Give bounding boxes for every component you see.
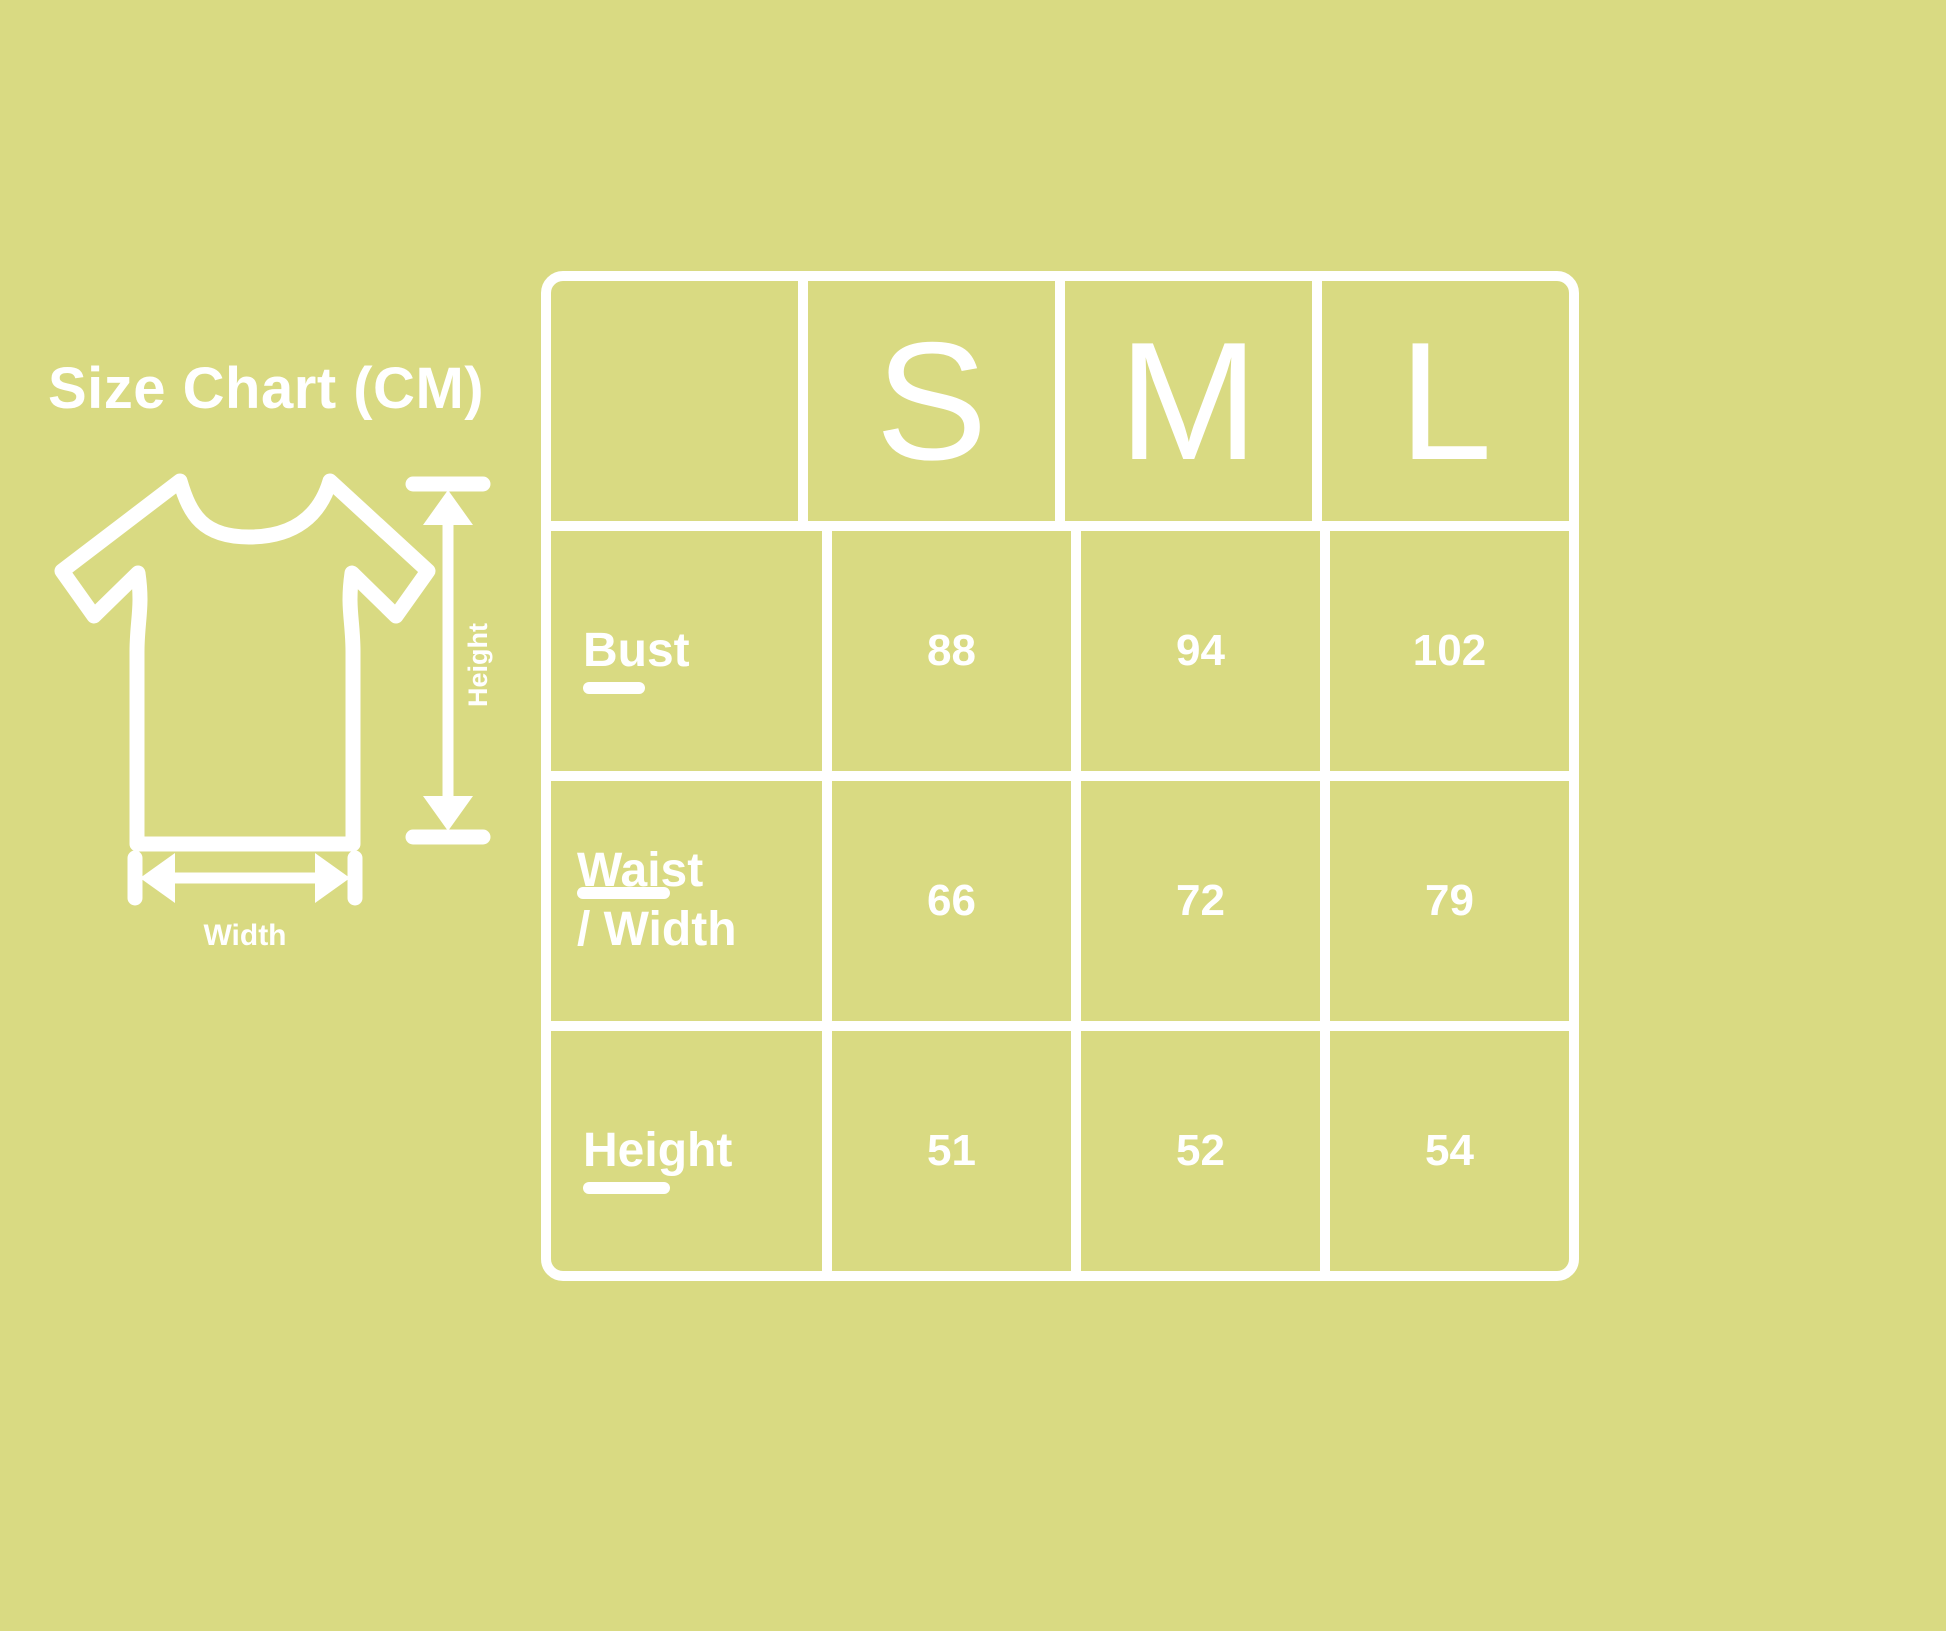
svg-text:Height: Height xyxy=(463,623,493,707)
svg-text:Width: Width xyxy=(203,919,286,952)
